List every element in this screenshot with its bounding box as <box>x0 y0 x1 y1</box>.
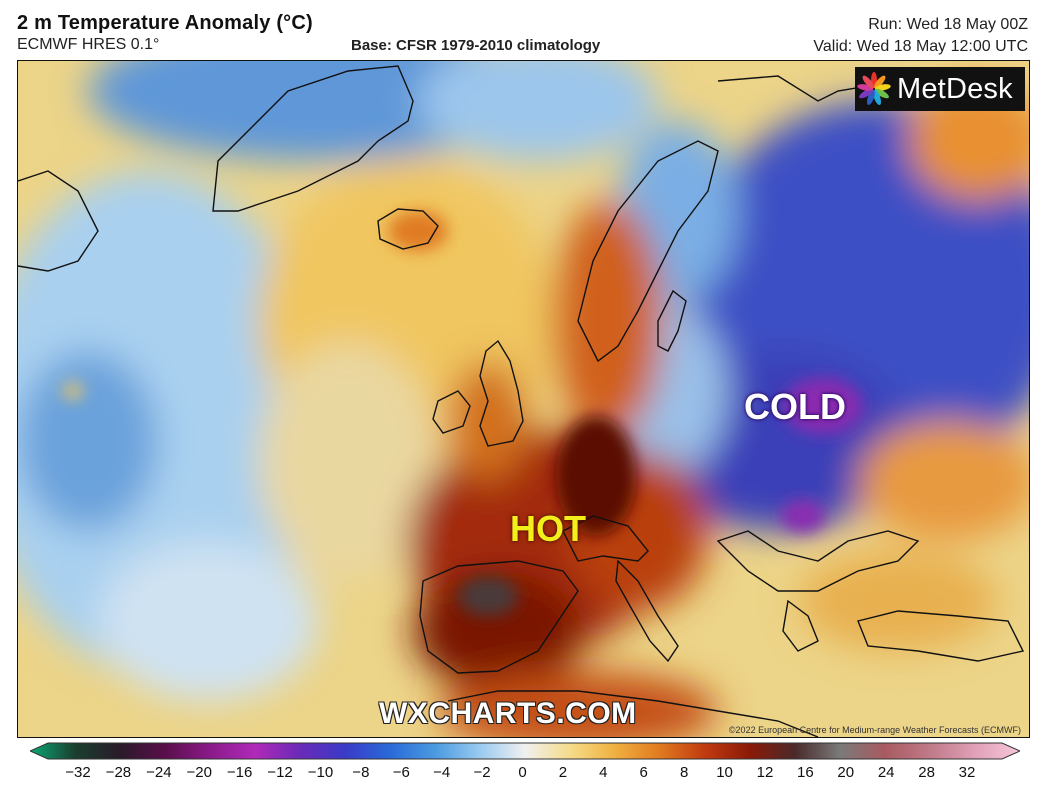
anomaly-map: MetDesk COLD HOT WXCHARTS.COM ©2022 Euro… <box>17 60 1030 738</box>
colorbar-tick-label: 24 <box>877 764 895 781</box>
colorbar-tick-label: −6 <box>392 764 410 781</box>
colorbar-svg <box>28 742 1022 760</box>
colorbar-tick-label: 16 <box>797 764 814 781</box>
anomaly-field <box>18 61 1029 737</box>
metdesk-logo: MetDesk <box>855 67 1025 111</box>
model-name: ECMWF HRES 0.1° <box>17 36 160 53</box>
colorbar-tick-label: 8 <box>679 764 689 781</box>
hot-label: HOT <box>510 508 586 549</box>
colorbar-tick-label: −32 <box>65 764 91 781</box>
copyright-notice: ©2022 European Centre for Medium-range W… <box>728 725 1021 735</box>
cold-label: COLD <box>744 386 846 427</box>
logo-text: MetDesk <box>897 72 1013 105</box>
wxcharts-watermark: WXCHARTS.COM <box>379 697 637 730</box>
colorbar-tick-label: −2 <box>473 764 491 781</box>
valid-time: Valid: Wed 18 May 12:00 UTC <box>813 38 1028 55</box>
coastlines <box>18 65 1025 737</box>
colorbar-tick-label: −8 <box>352 764 370 781</box>
colorbar-tick-label: 12 <box>756 764 774 781</box>
colorbar-tick-label: 0 <box>518 764 527 781</box>
header-right: Run: Wed 18 May 00Z Valid: Wed 18 May 12… <box>813 14 1028 58</box>
header-left: 2 m Temperature Anomaly (°C) ECMWF HRES … <box>17 12 313 54</box>
colorbar-tick-label: −12 <box>267 764 293 781</box>
colorbar-tick-label: −10 <box>307 764 334 781</box>
colorbar-tick-label: 32 <box>958 764 976 781</box>
colorbar-tick-label: 4 <box>599 764 608 781</box>
colorbar-tick-label: 6 <box>639 764 648 781</box>
colorbar-tick-label: 10 <box>716 764 733 781</box>
colorbar-ticks: −32 −28 −24 −20 −16 −12 −10 −8 −6 −4 −2 0 2 4 6 8 10 12 16… <box>0 764 1045 784</box>
colorbar-tick-label: 28 <box>918 764 935 781</box>
colorbar-tick-label: −24 <box>146 764 172 781</box>
colorbar-tick-label: −4 <box>433 764 451 781</box>
colorbar-tick-label: −28 <box>105 764 132 781</box>
colorbar <box>28 740 1022 762</box>
colorbar-tick-label: 20 <box>837 764 855 781</box>
climatology-base: Base: CFSR 1979-2010 climatology <box>351 37 601 54</box>
colorbar-tick-label: −20 <box>186 764 212 781</box>
flower-logo-icon <box>857 72 891 106</box>
colorbar-tick-label: −16 <box>226 764 253 781</box>
map-title: 2 m Temperature Anomaly (°C) <box>17 12 313 34</box>
run-time: Run: Wed 18 May 00Z <box>868 16 1028 33</box>
colorbar-tick-label: 2 <box>558 764 568 781</box>
colorbar-ramp <box>28 742 1022 760</box>
